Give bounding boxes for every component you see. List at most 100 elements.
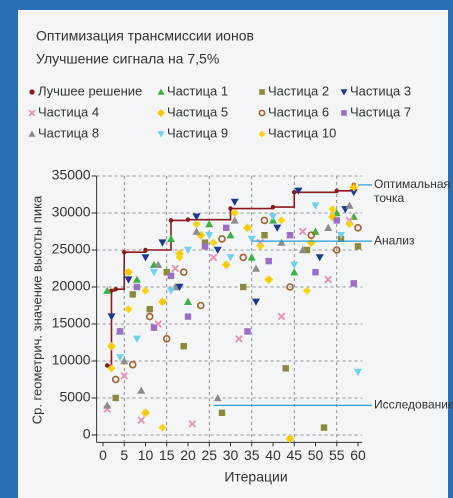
x-tick-label: 20 — [180, 447, 196, 463]
legend-marker — [340, 89, 348, 96]
point — [196, 301, 205, 310]
point — [166, 234, 175, 243]
point — [354, 224, 362, 232]
legend-label: Частица 5 — [167, 104, 228, 119]
legend-label: Частица 6 — [268, 104, 329, 119]
panel — [18, 10, 448, 498]
y-tick-label: 30000 — [52, 204, 91, 220]
point — [230, 209, 239, 217]
point — [334, 188, 339, 194]
point — [137, 386, 146, 394]
point — [162, 334, 171, 343]
point — [115, 354, 124, 362]
point — [290, 261, 299, 269]
point — [277, 238, 286, 246]
legend-label: Частица 9 — [167, 125, 228, 140]
point — [247, 235, 256, 243]
y-tick-label: 20000 — [52, 278, 91, 294]
point — [270, 204, 276, 210]
legend-label: Частица 1 — [167, 83, 228, 98]
point — [124, 276, 133, 284]
point — [228, 206, 233, 211]
point — [113, 286, 118, 292]
point — [205, 232, 214, 240]
legend-marker — [28, 130, 36, 137]
point — [239, 253, 248, 262]
legend-label: Частица 2 — [268, 83, 329, 98]
point — [132, 335, 141, 343]
point — [185, 217, 191, 222]
annotation-label: точка — [374, 191, 405, 205]
point — [109, 288, 114, 293]
point — [141, 286, 150, 295]
legend-marker — [258, 109, 266, 117]
point — [286, 232, 294, 239]
legend-label: Лучшее решение — [38, 83, 142, 98]
x-tick-label: 55 — [329, 447, 345, 463]
annotation-label: Исследование — [374, 398, 453, 412]
point — [103, 401, 112, 409]
point — [107, 364, 116, 373]
point — [303, 246, 311, 254]
y-tick-label: 25000 — [52, 241, 91, 257]
point — [353, 368, 362, 377]
legend-marker — [29, 89, 35, 95]
point — [244, 328, 251, 335]
legend-label: Частица 7 — [350, 104, 411, 119]
point — [103, 286, 112, 294]
point — [251, 298, 260, 306]
point — [154, 260, 163, 268]
point — [129, 291, 136, 298]
x-tick-label: 35 — [244, 447, 260, 463]
point — [132, 275, 141, 283]
legend-marker — [259, 89, 265, 95]
point — [345, 201, 354, 209]
point — [163, 269, 170, 276]
point — [277, 216, 286, 225]
point — [179, 268, 188, 277]
point — [336, 232, 345, 240]
point — [124, 268, 133, 277]
x-tick-label: 50 — [308, 447, 324, 463]
y-tick-label: 10000 — [52, 352, 91, 368]
point — [251, 264, 260, 272]
legend-label: Частица 4 — [38, 104, 99, 119]
point — [150, 324, 158, 331]
point — [354, 243, 362, 250]
legend-marker — [258, 130, 266, 138]
point — [265, 257, 272, 265]
y-tick-label: 15000 — [52, 315, 91, 331]
point — [201, 239, 209, 246]
point — [192, 213, 201, 221]
point — [350, 280, 357, 287]
point — [104, 363, 110, 368]
point — [240, 283, 247, 291]
point — [188, 420, 197, 428]
point — [294, 187, 303, 195]
point — [349, 189, 358, 197]
point — [137, 416, 146, 425]
point — [175, 253, 184, 262]
x-tick-label: 0 — [99, 447, 107, 463]
chart-title: Оптимизация трансмиссии ионов — [36, 28, 254, 44]
point — [260, 216, 269, 225]
point — [218, 235, 226, 243]
point — [116, 328, 124, 335]
point — [158, 297, 167, 306]
point — [264, 275, 273, 284]
point — [175, 283, 184, 291]
y-tick-label: 35000 — [52, 167, 91, 183]
x-tick-label: 40 — [265, 447, 281, 463]
point — [261, 232, 268, 239]
x-tick-label: 15 — [159, 447, 175, 463]
point — [298, 227, 307, 236]
y-axis-label: Ср. геометрич. значение высоты пика — [29, 195, 44, 424]
point — [298, 246, 307, 254]
point — [256, 242, 265, 251]
point — [168, 218, 174, 223]
point — [324, 275, 333, 284]
point — [324, 223, 333, 231]
point — [146, 306, 153, 313]
point — [171, 264, 180, 273]
point — [328, 205, 337, 214]
